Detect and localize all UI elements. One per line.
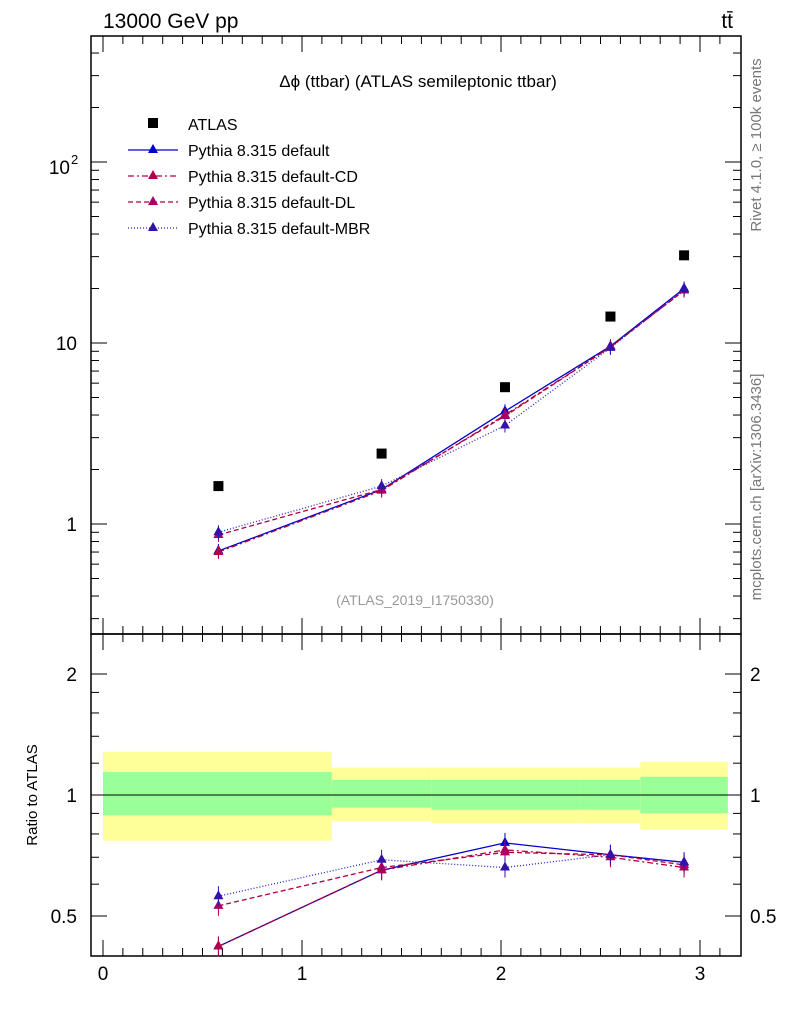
legend-label-dl: Pythia 8.315 default-DL [188, 195, 355, 212]
y-tick-label-1: 1 [66, 515, 77, 536]
data-point-atlas [605, 311, 616, 322]
x-tick-label-1: 1 [297, 964, 308, 985]
y-tick-label-100: 10 [49, 158, 70, 179]
data-point-atlas [679, 250, 690, 261]
legend-marker-cd [148, 170, 158, 179]
point-mbr [679, 283, 690, 293]
point-mbr [213, 526, 224, 536]
y-tick-label-100-exp: 2 [71, 152, 78, 167]
x-tick-label-2: 2 [496, 964, 507, 985]
point-cd [213, 546, 224, 556]
ratio-line-cd [218, 849, 685, 948]
x-tick-label-3: 3 [695, 964, 706, 985]
ratio-point-mbr [499, 861, 510, 871]
ratio-tick-label-1-left: 1 [66, 786, 77, 807]
uncertainty-band-green [103, 772, 332, 816]
series-line-dl [218, 289, 685, 536]
legend-marker-default [148, 144, 158, 153]
point-mbr [376, 480, 387, 490]
legend-label-data: ATLAS [188, 117, 238, 134]
ratio-tick-label-2-left: 2 [66, 665, 77, 686]
ratio-point-mbr [679, 856, 690, 866]
ratio-axis-ticks [91, 634, 741, 956]
main-axis-ticks [91, 36, 741, 634]
ratio-point-mbr [376, 853, 387, 863]
source-label: mcplots.cern.ch [arXiv:1306.3436] [748, 374, 765, 601]
ratio-tick-label-0_5-right: 0.5 [750, 907, 776, 928]
series-line-mbr [218, 288, 685, 533]
ratio-tick-label-0_5-left: 0.5 [51, 907, 77, 928]
beam-label: 13000 GeV pp [103, 10, 238, 33]
legend: ATLAS Pythia 8.315 default Pythia 8.315 … [128, 117, 370, 238]
y-tick-label-10: 10 [56, 334, 77, 355]
main-series-layer [213, 250, 690, 560]
ratio-series-layer [213, 832, 690, 957]
ratio-point-cd [213, 940, 224, 950]
legend-marker-dl [148, 196, 158, 205]
ratio-point-mbr [213, 890, 224, 900]
ratio-line-dl [218, 851, 685, 907]
legend-label-default: Pythia 8.315 default [188, 143, 330, 160]
ratio-tick-label-1-right: 1 [750, 786, 761, 807]
legend-data-marker [148, 118, 158, 128]
process-label: tt̄ [721, 10, 733, 33]
data-point-atlas [376, 448, 387, 459]
legend-marker-mbr [148, 222, 158, 231]
ratio-y-label: Ratio to ATLAS [24, 744, 41, 845]
y-tick-label-100-base: 10 [49, 158, 70, 179]
data-point-atlas [499, 382, 510, 393]
point-mbr [499, 419, 510, 429]
ratio-tick-label-2-right: 2 [750, 665, 761, 686]
watermark: (ATLAS_2019_I1750330) [336, 592, 494, 608]
point-mbr [605, 341, 616, 351]
ratio-line-mbr [218, 854, 685, 897]
x-tick-label-0: 0 [98, 964, 109, 985]
series-line-default [218, 288, 685, 552]
plot-title: Δϕ (ttbar) (ATLAS semileptonic ttbar) [279, 72, 557, 91]
data-point-atlas [213, 481, 224, 492]
point-dl [499, 410, 510, 420]
series-line-cd [218, 289, 685, 553]
rivet-label: Rivet 4.1.0, ≥ 100k events [748, 58, 765, 231]
legend-label-mbr: Pythia 8.315 default-MBR [188, 221, 370, 238]
ratio-point-dl [499, 846, 510, 856]
ratio-uncertainty-bands [91, 751, 741, 841]
legend-label-cd: Pythia 8.315 default-CD [188, 169, 358, 186]
uncertainty-band-green [331, 779, 432, 808]
ratio-point-mbr [605, 848, 616, 858]
